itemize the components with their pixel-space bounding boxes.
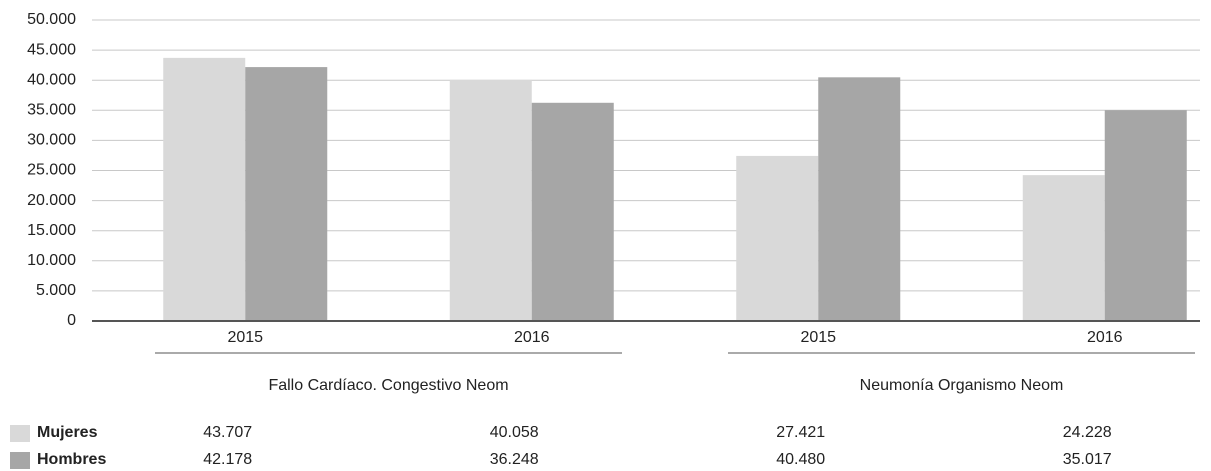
- bar: [449, 79, 532, 322]
- table-value: 24.228: [1063, 424, 1112, 441]
- group-label: Fallo Cardíaco. Congestivo Neom: [268, 377, 508, 394]
- legend-label: Hombres: [37, 451, 106, 468]
- y-tick-label: 30.000: [27, 132, 76, 149]
- table-value: 27.421: [776, 424, 825, 441]
- bar: [245, 67, 328, 321]
- y-tick-label: 35.000: [27, 102, 76, 119]
- y-tick-label: 10.000: [27, 252, 76, 269]
- table-value: 43.707: [203, 424, 252, 441]
- y-tick-label: 20.000: [27, 192, 76, 209]
- y-tick-label: 25.000: [27, 162, 76, 179]
- y-tick-label: 50.000: [27, 11, 76, 28]
- bar: [163, 57, 246, 322]
- bar: [531, 102, 614, 321]
- bar: [736, 155, 819, 321]
- x-tick-label: 2015: [800, 329, 836, 346]
- group-label: Neumonía Organismo Neom: [860, 377, 1064, 394]
- legend-label: Mujeres: [37, 424, 98, 441]
- y-tick-label: 0: [67, 312, 76, 329]
- bar: [1022, 175, 1105, 321]
- legend-swatch: [10, 452, 30, 469]
- x-tick-label: 2016: [514, 329, 550, 346]
- bar: [818, 77, 901, 322]
- table-value: 40.480: [776, 451, 825, 468]
- legend-swatch: [10, 425, 30, 442]
- x-tick-label: 2016: [1087, 329, 1123, 346]
- x-tick-label: 2015: [227, 329, 263, 346]
- bar: [1104, 110, 1187, 321]
- y-tick-label: 45.000: [27, 41, 76, 58]
- y-tick-label: 5.000: [36, 282, 76, 299]
- y-tick-label: 40.000: [27, 71, 76, 88]
- table-value: 42.178: [203, 451, 252, 468]
- y-tick-label: 15.000: [27, 222, 76, 239]
- table-value: 36.248: [490, 451, 539, 468]
- table-value: 40.058: [490, 424, 539, 441]
- table-value: 35.017: [1063, 451, 1112, 468]
